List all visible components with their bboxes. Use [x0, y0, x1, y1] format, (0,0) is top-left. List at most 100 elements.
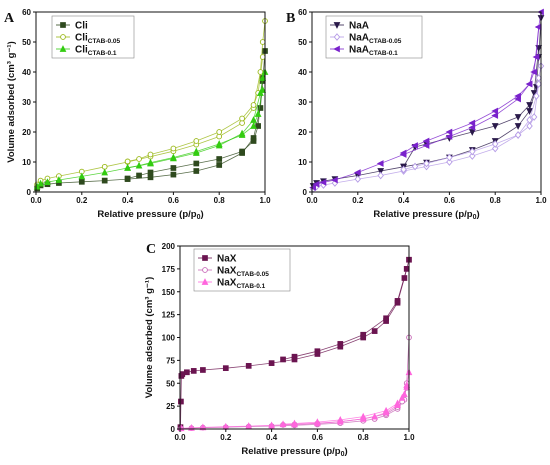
adsorption-line	[36, 20, 266, 185]
data-point	[250, 116, 257, 123]
x-tick-label: 0.8	[214, 196, 226, 205]
data-point	[446, 158, 453, 166]
adsorption-line	[36, 50, 266, 189]
legend-entry: NaXCTAB-0.05	[217, 266, 269, 279]
x-tick-label: 0.6	[312, 433, 324, 442]
y-tick-label: 175	[162, 265, 176, 274]
y-tick-label: 0	[27, 188, 32, 197]
data-point	[399, 149, 407, 157]
data-point	[411, 162, 419, 171]
legend-marker	[59, 45, 67, 52]
data-point	[190, 368, 197, 374]
data-point	[254, 110, 262, 117]
data-point	[446, 153, 453, 162]
data-point	[170, 145, 177, 152]
data-point	[239, 115, 245, 122]
chart-panel-b: B 0.0 0.2 0.4 0.6 0.8 1.0 0 10 20 30 40 50 60 Relative…	[286, 8, 547, 221]
y-tick-label: 20	[298, 128, 307, 137]
data-point	[78, 172, 86, 180]
x-tick-label: 0.2	[220, 433, 232, 442]
data-point	[336, 415, 344, 423]
data-point	[250, 138, 257, 144]
data-point	[403, 266, 410, 272]
panel-letter: B	[286, 11, 295, 26]
data-point	[398, 394, 406, 401]
data-point	[135, 161, 143, 169]
data-point	[268, 421, 275, 429]
x-axis-label: Relative pressure (p/p0)	[241, 446, 347, 458]
data-point	[491, 107, 499, 115]
data-point	[468, 119, 476, 127]
x-tick-label: 0.0	[30, 196, 42, 205]
desorption-line	[283, 268, 408, 360]
data-point	[359, 412, 367, 420]
data-point	[360, 331, 367, 338]
data-point	[259, 54, 266, 60]
legend-entry: NaACTAB-0.1	[349, 45, 398, 58]
data-point	[394, 298, 401, 304]
data-point	[250, 102, 257, 108]
data-point	[199, 423, 207, 431]
data-point	[216, 162, 223, 168]
data-point	[170, 171, 177, 178]
data-point	[445, 133, 453, 140]
data-point	[124, 163, 131, 171]
data-point	[354, 175, 362, 183]
data-point	[222, 365, 229, 372]
x-tick-label: 0.8	[358, 433, 370, 442]
x-tick-label: 1.0	[403, 433, 415, 442]
desorption-line	[127, 77, 264, 179]
data-point	[371, 328, 378, 334]
desorption-line	[283, 386, 408, 425]
data-point	[200, 367, 206, 373]
x-tick-label: 0.0	[174, 433, 186, 442]
data-point	[468, 129, 476, 136]
data-point	[291, 419, 298, 427]
data-point	[101, 163, 108, 170]
data-point	[491, 144, 499, 153]
data-point	[314, 418, 321, 425]
y-tick-label: 75	[166, 356, 175, 365]
data-point	[124, 158, 131, 165]
data-point	[371, 412, 379, 420]
data-point	[422, 137, 430, 145]
data-point	[423, 159, 430, 168]
data-point	[216, 129, 223, 135]
data-point	[337, 341, 344, 347]
data-point	[400, 165, 407, 174]
data-point	[401, 390, 408, 398]
y-tick-label: 10	[22, 158, 31, 167]
data-point	[259, 86, 267, 93]
data-point	[401, 275, 408, 281]
legend-marker	[333, 33, 341, 41]
data-point	[319, 179, 327, 186]
y-tick-label: 125	[162, 311, 176, 320]
data-point	[55, 176, 63, 183]
desorption-line	[403, 26, 540, 154]
data-point	[382, 406, 390, 414]
y-tick-label: 50	[298, 38, 307, 47]
data-point	[192, 147, 200, 155]
data-point	[530, 68, 537, 76]
data-point	[394, 399, 401, 407]
data-point	[184, 369, 190, 376]
data-point	[468, 124, 476, 131]
y-tick-label: 60	[22, 8, 31, 17]
data-point	[245, 422, 253, 429]
data-point	[37, 179, 44, 187]
y-tick-label: 100	[162, 334, 176, 343]
data-point	[44, 178, 51, 185]
data-point	[377, 168, 385, 175]
data-point	[530, 113, 538, 121]
legend-marker	[333, 22, 341, 29]
legend-entry: NaXCTAB-0.1	[217, 278, 266, 291]
adsorption-line	[312, 11, 542, 188]
legend-marker	[201, 278, 209, 285]
legend-entry: NaX	[217, 254, 237, 265]
desorption-line	[127, 89, 264, 169]
desorption-line	[127, 56, 264, 162]
data-point	[526, 102, 533, 109]
x-tick-label: 0.6	[168, 196, 180, 205]
y-tick-label: 40	[298, 68, 307, 77]
